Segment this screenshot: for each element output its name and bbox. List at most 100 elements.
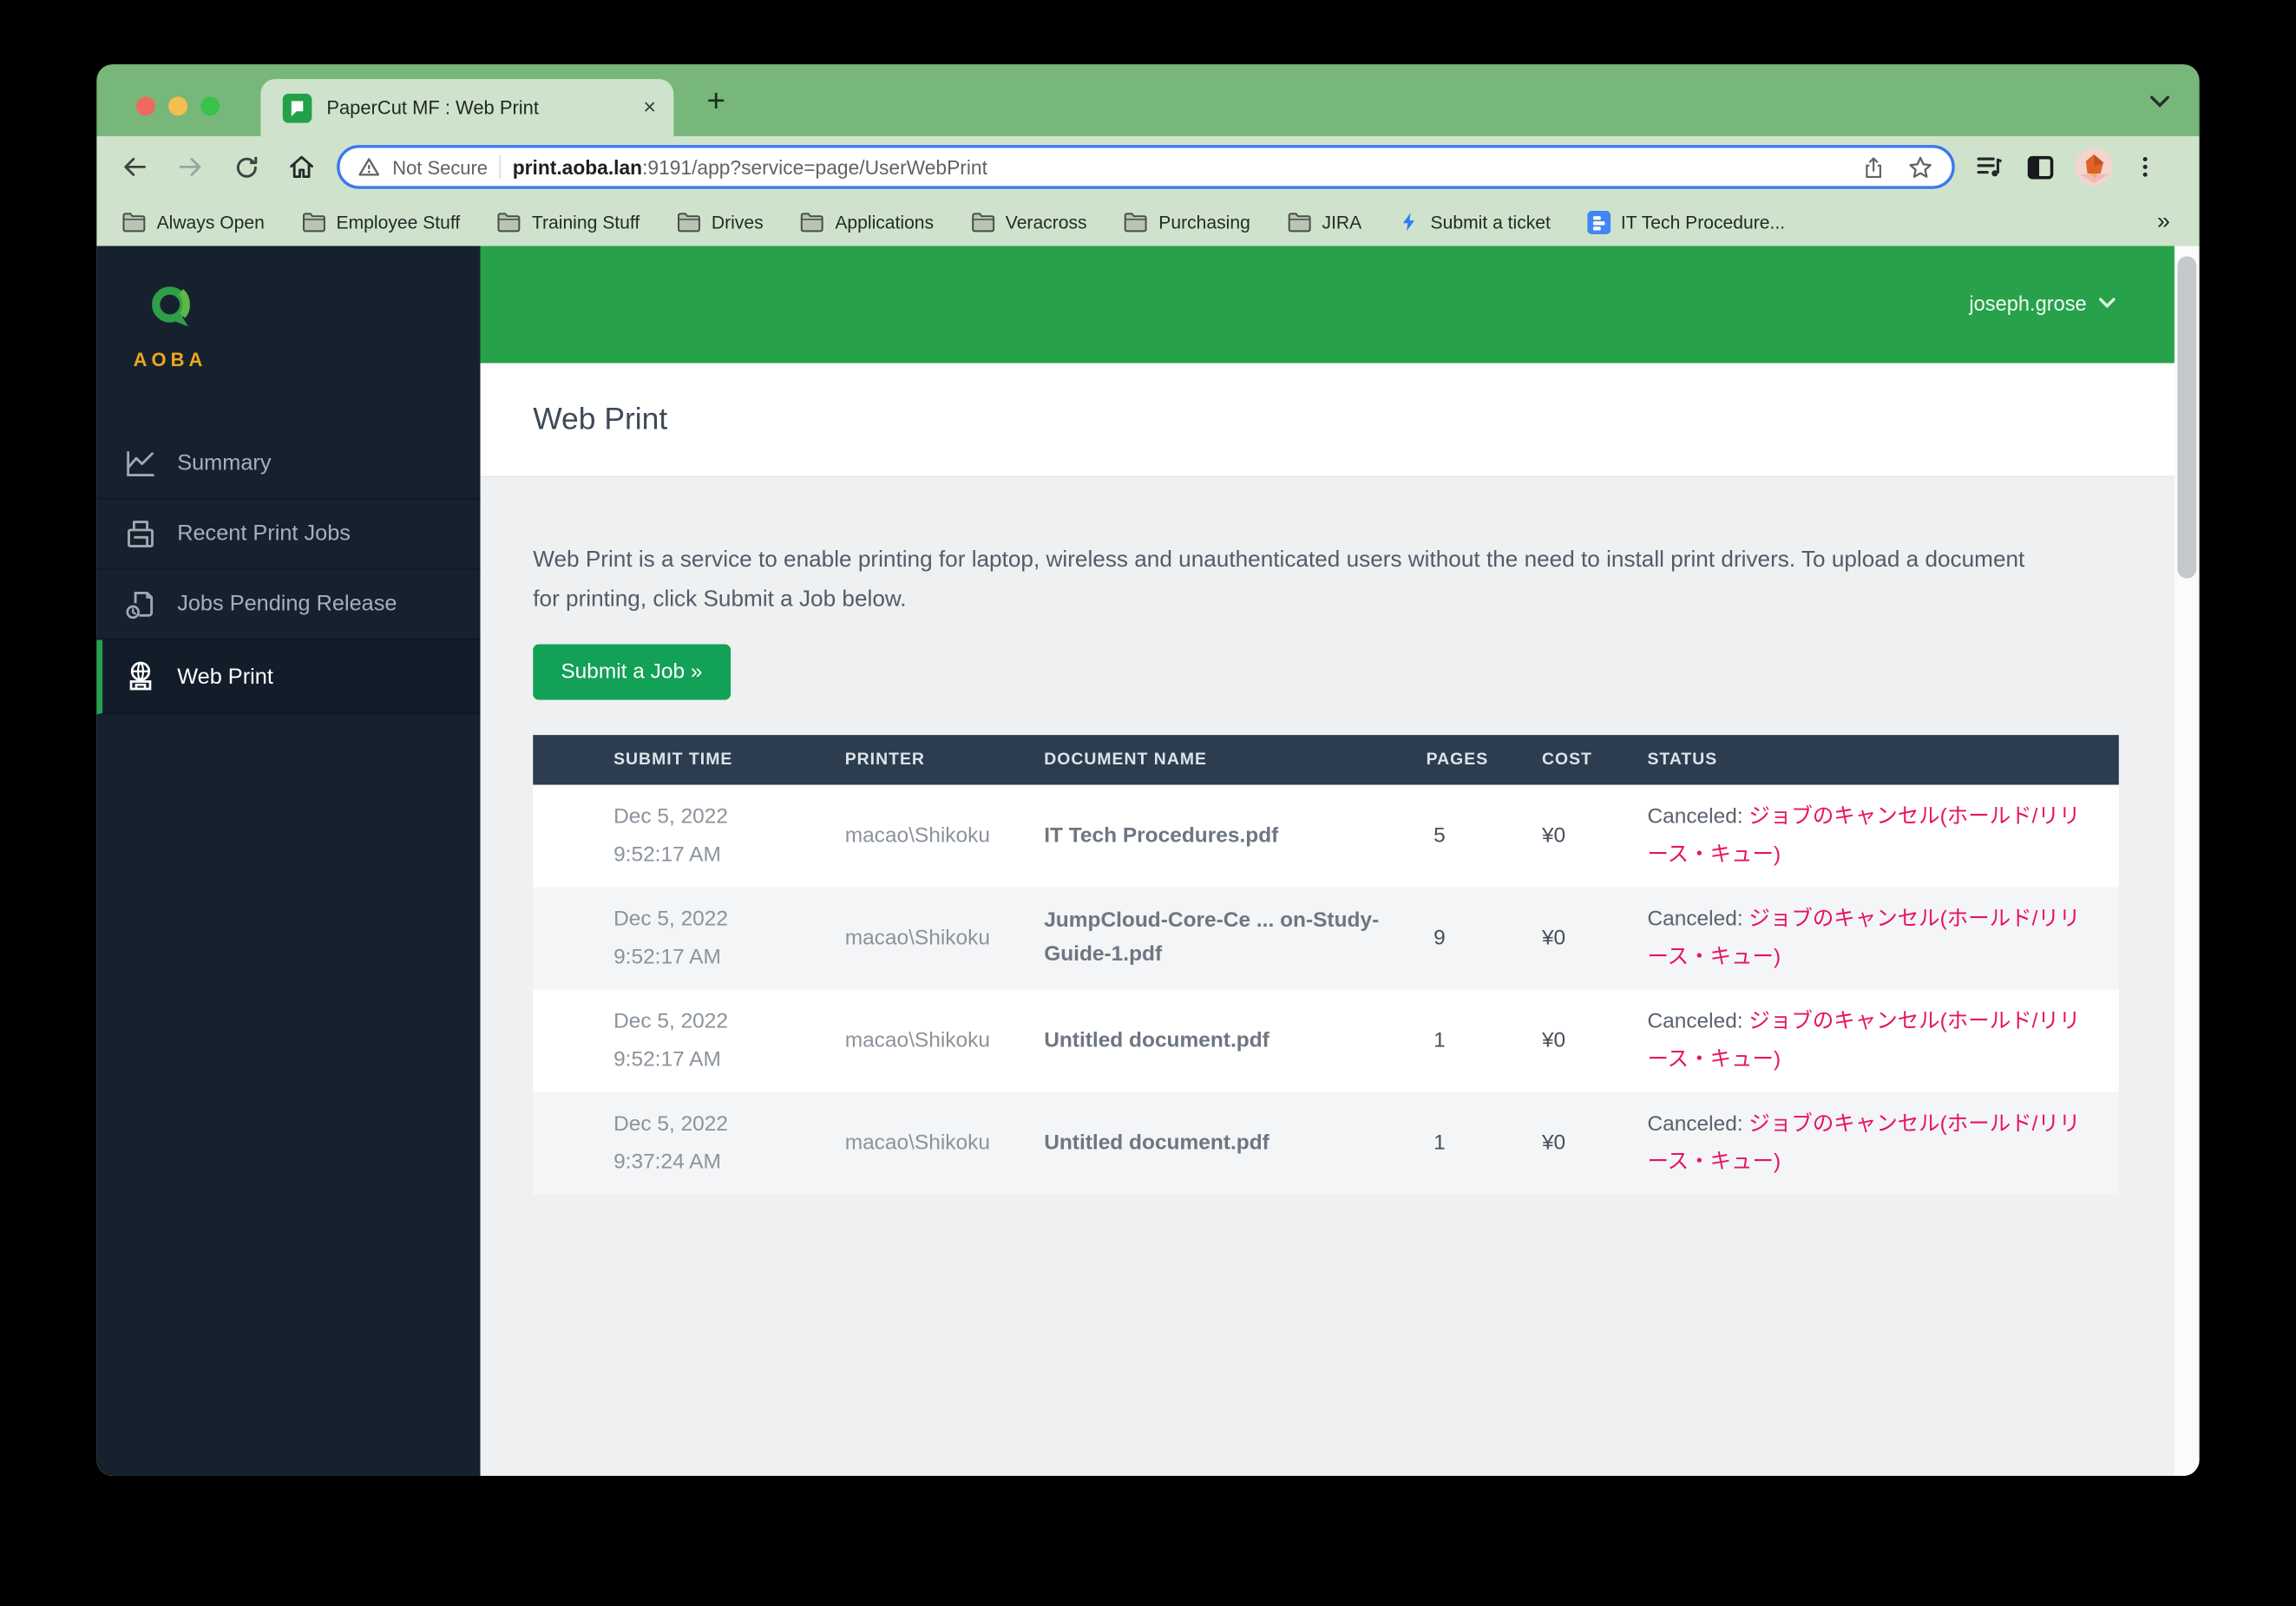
sidebar-item-recent-print-jobs[interactable]: Recent Print Jobs xyxy=(96,499,481,570)
status-detail: ジョブのキャンセル(ホールド/リリース・キュー) xyxy=(1647,908,2081,970)
folder-icon xyxy=(497,213,521,233)
table-header-row: SUBMIT TIME PRINTER DOCUMENT NAME PAGES … xyxy=(533,735,2119,785)
profile-avatar[interactable] xyxy=(2075,147,2114,187)
bookmark-label: Veracross xyxy=(1005,211,1087,233)
tab-papercut[interactable]: PaperCut MF : Web Print × xyxy=(260,79,674,136)
media-controls-icon[interactable] xyxy=(1974,151,2006,183)
bookmark-label: IT Tech Procedure... xyxy=(1620,211,1786,233)
browser-window: PaperCut MF : Web Print × + xyxy=(96,64,2200,1477)
cell-pages: 1 xyxy=(1433,1029,1446,1053)
aoba-logo-icon xyxy=(152,286,190,327)
folder-icon xyxy=(677,213,700,233)
bookmark-label: Purchasing xyxy=(1158,211,1250,233)
minimize-window-button[interactable] xyxy=(168,96,187,116)
line-chart-icon xyxy=(127,450,154,476)
reload-button[interactable] xyxy=(226,147,266,187)
scrollbar-track[interactable] xyxy=(2174,246,2200,1476)
sidebar-item-summary[interactable]: Summary xyxy=(96,429,481,500)
url-path: :9191/app?service=page/UserWebPrint xyxy=(642,155,987,179)
url-text[interactable]: print.aoba.lan:9191/app?service=page/Use… xyxy=(513,156,1850,178)
scrollbar-thumb[interactable] xyxy=(2177,256,2197,579)
lightning-bolt-icon xyxy=(1402,213,1414,232)
cell-status: Canceled: ジョブのキャンセル(ホールド/リリース・キュー) xyxy=(1647,1105,2118,1182)
blue-document-icon xyxy=(1587,210,1611,234)
address-bar[interactable]: Not Secure print.aoba.lan:9191/app?servi… xyxy=(337,145,1955,189)
col-document-name: DOCUMENT NAME xyxy=(1044,751,1208,769)
aoba-logo: AOBA xyxy=(96,246,480,370)
not-secure-warning-icon xyxy=(358,158,380,176)
cell-submit-time: Dec 5, 2022 9:37:24 AM xyxy=(613,1105,845,1182)
page-content: Web Print is a service to enable printin… xyxy=(481,477,2175,1476)
cell-printer: macao\Shikoku xyxy=(844,927,990,951)
back-button[interactable] xyxy=(115,147,155,187)
tab-close-icon[interactable]: × xyxy=(643,95,656,121)
web-print-icon xyxy=(129,661,152,691)
user-menu[interactable]: joseph.grose xyxy=(1969,292,2116,315)
tab-strip: PaperCut MF : Web Print × + xyxy=(96,64,2200,136)
folder-icon xyxy=(302,213,325,233)
new-tab-button[interactable]: + xyxy=(706,82,726,119)
cell-cost: ¥0 xyxy=(1541,1029,1566,1053)
job-time: 9:52:17 AM xyxy=(613,1048,721,1072)
bookmark-folder-drives[interactable]: Drives xyxy=(676,211,764,233)
document-clock-icon xyxy=(126,591,154,619)
bookmark-folder-veracross[interactable]: Veracross xyxy=(970,211,1087,233)
home-button[interactable] xyxy=(281,147,322,187)
tab-search-chevron-icon[interactable] xyxy=(2149,89,2170,115)
papercut-icon xyxy=(282,93,312,122)
job-date: Dec 5, 2022 xyxy=(613,1010,729,1034)
job-date: Dec 5, 2022 xyxy=(613,805,729,829)
col-cost: COST xyxy=(1541,751,1592,769)
cell-document-name: JumpCloud-Core-Ce ... on-Study-Guide-1.p… xyxy=(1044,908,1380,967)
cell-status: Canceled: ジョブのキャンセル(ホールド/リリース・キュー) xyxy=(1647,1003,2118,1079)
zoom-window-button[interactable] xyxy=(200,96,220,116)
bookmark-folder-purchasing[interactable]: Purchasing xyxy=(1124,211,1250,233)
sidebar-item-web-print[interactable]: Web Print xyxy=(96,639,481,715)
cell-document-name: Untitled document.pdf xyxy=(1044,1028,1269,1052)
status-prefix: Canceled: xyxy=(1647,908,1749,932)
webprint-description: Web Print is a service to enable printin… xyxy=(533,547,2025,613)
aoba-logo-text: AOBA xyxy=(133,348,207,370)
side-panel-icon[interactable] xyxy=(2025,152,2056,182)
chevron-down-icon xyxy=(2099,298,2116,309)
bookmark-label: Training Stuff xyxy=(531,211,640,233)
sidebar-nav: Summary Recent Print Jobs xyxy=(96,429,481,715)
main-area: joseph.grose Web Print Web Print is a se… xyxy=(480,246,2175,1477)
bookmark-label: JIRA xyxy=(1322,211,1362,233)
cell-status: Canceled: ジョブのキャンセル(ホールド/リリース・キュー) xyxy=(1647,901,2118,977)
forward-button[interactable] xyxy=(170,147,211,187)
bookmark-folder-always-open[interactable]: Always Open xyxy=(121,211,265,233)
folder-icon xyxy=(801,213,824,233)
cell-cost: ¥0 xyxy=(1541,824,1566,849)
cell-document-name: Untitled document.pdf xyxy=(1044,1131,1269,1155)
bookmark-star-icon[interactable] xyxy=(1906,153,1934,180)
tab-title: PaperCut MF : Web Print xyxy=(326,96,539,119)
sidebar-item-jobs-pending-release[interactable]: Jobs Pending Release xyxy=(96,569,481,640)
sidebar-item-label: Recent Print Jobs xyxy=(177,521,351,547)
window-controls xyxy=(135,96,220,116)
print-jobs-icon xyxy=(128,520,154,547)
job-time: 9:52:17 AM xyxy=(613,843,721,867)
cell-cost: ¥0 xyxy=(1541,1131,1566,1156)
fox-avatar-icon xyxy=(2075,147,2114,187)
share-icon[interactable] xyxy=(1861,153,1886,180)
page-viewport: AOBA Summary xyxy=(96,246,2200,1477)
bookmark-submit-a-ticket[interactable]: Submit a ticket xyxy=(1398,209,1551,234)
bookmark-it-tech-procedure[interactable]: IT Tech Procedure... xyxy=(1587,210,1786,234)
app-header: joseph.grose xyxy=(480,246,2175,364)
bookmark-label: Always Open xyxy=(156,211,265,233)
table-row: Dec 5, 2022 9:52:17 AM macao\Shikoku Jump… xyxy=(533,887,2119,990)
close-window-button[interactable] xyxy=(135,96,155,116)
browser-menu-kebab-icon[interactable] xyxy=(2132,153,2158,182)
bookmark-folder-applications[interactable]: Applications xyxy=(800,211,934,233)
bookmark-folder-jira[interactable]: JIRA xyxy=(1287,211,1361,233)
submit-a-job-button[interactable]: Submit a Job » xyxy=(533,644,731,700)
bookmark-folder-training-stuff[interactable]: Training Stuff xyxy=(496,211,640,233)
security-label[interactable]: Not Secure xyxy=(392,155,489,179)
folder-icon xyxy=(1288,213,1311,233)
bookmarks-overflow-chevron[interactable]: » xyxy=(2156,208,2170,234)
bookmark-folder-employee-stuff[interactable]: Employee Stuff xyxy=(301,211,460,233)
sidebar-item-label: Jobs Pending Release xyxy=(177,591,397,617)
folder-icon xyxy=(122,213,146,233)
